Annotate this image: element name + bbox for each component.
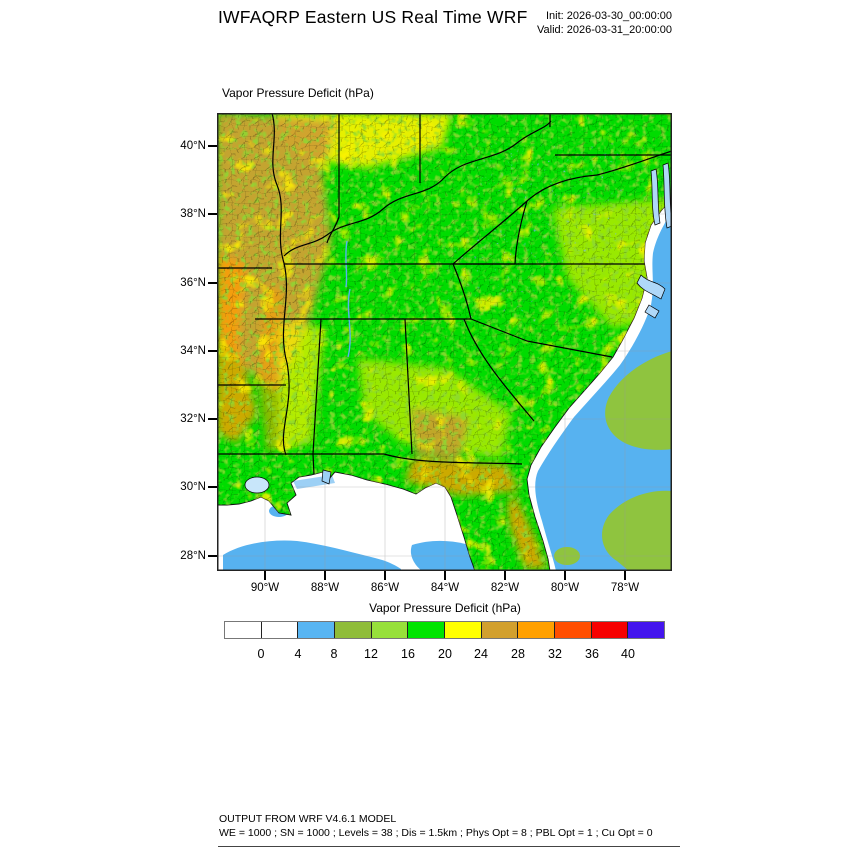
lat-tick — [208, 213, 217, 215]
colorbar-cell — [445, 622, 482, 638]
colorbar-tick-label: 8 — [330, 647, 338, 661]
colorbar-cell — [371, 622, 409, 638]
colorbar-cell — [408, 622, 446, 638]
lat-label: 40°N — [180, 140, 206, 152]
lon-tick — [504, 571, 506, 580]
lon-tick — [264, 571, 266, 580]
colorbar-cell — [335, 622, 372, 638]
colorbar-tick-label: 12 — [364, 647, 378, 661]
colorbar-cell — [298, 622, 336, 638]
lon-label: 90°W — [250, 582, 280, 594]
field-title: Vapor Pressure Deficit (hPa) — [222, 86, 374, 100]
wrf-map-canvas — [217, 113, 672, 571]
lon-tick — [564, 571, 566, 580]
lon-tick — [444, 571, 446, 580]
colorbar — [224, 621, 665, 639]
lat-label: 38°N — [180, 208, 206, 220]
lat-label: 36°N — [180, 277, 206, 289]
colorbar-tick-label: 16 — [401, 647, 415, 661]
footer-divider — [218, 846, 680, 847]
lon-label: 80°W — [550, 582, 580, 594]
footer-model-line: OUTPUT FROM WRF V4.6.1 MODEL — [219, 813, 397, 825]
lon-tick — [384, 571, 386, 580]
colorbar-tick-label: 36 — [585, 647, 599, 661]
page-title: IWFAQRP Eastern US Real Time WRF — [218, 7, 528, 27]
colorbar-cell — [225, 622, 262, 638]
colorbar-tick-label: 40 — [621, 647, 635, 661]
lat-label: 32°N — [180, 413, 206, 425]
colorbar-cell — [628, 622, 665, 638]
lat-tick — [208, 145, 217, 147]
lat-label: 34°N — [180, 345, 206, 357]
valid-time-label: Valid: 2026-03-31_20:00:00 — [537, 24, 672, 36]
lat-tick — [208, 418, 217, 420]
colorbar-cell — [518, 622, 556, 638]
colorbar-tick-label: 4 — [294, 647, 302, 661]
colorbar-cell — [481, 622, 519, 638]
init-time-label: Init: 2026-03-30_00:00:00 — [546, 10, 672, 22]
lon-label: 84°W — [430, 582, 460, 594]
colorbar-cell — [261, 622, 299, 638]
lat-label: 28°N — [180, 550, 206, 562]
lat-tick — [208, 282, 217, 284]
lon-label: 82°W — [490, 582, 520, 594]
lat-tick — [208, 555, 217, 557]
map-panel — [217, 113, 672, 571]
lat-label: 30°N — [180, 481, 206, 493]
colorbar-tick-label: 24 — [474, 647, 488, 661]
lon-label: 86°W — [370, 582, 400, 594]
footer-config-line: WE = 1000 ; SN = 1000 ; Levels = 38 ; Di… — [219, 827, 653, 839]
colorbar-cell — [591, 622, 629, 638]
colorbar-tick-label: 0 — [257, 647, 265, 661]
lon-tick — [624, 571, 626, 580]
colorbar-tick-label: 28 — [511, 647, 525, 661]
lon-tick — [324, 571, 326, 580]
colorbar-tick-label: 32 — [548, 647, 562, 661]
colorbar-title: Vapor Pressure Deficit (hPa) — [369, 601, 521, 615]
lon-label: 78°W — [610, 582, 640, 594]
colorbar-tick-label: 20 — [438, 647, 452, 661]
lon-label: 88°W — [310, 582, 340, 594]
lat-tick — [208, 350, 217, 352]
run-times: Init: 2026-03-30_00:00:00 Valid: 2026-03… — [420, 9, 672, 37]
lat-tick — [208, 486, 217, 488]
colorbar-cell — [555, 622, 592, 638]
